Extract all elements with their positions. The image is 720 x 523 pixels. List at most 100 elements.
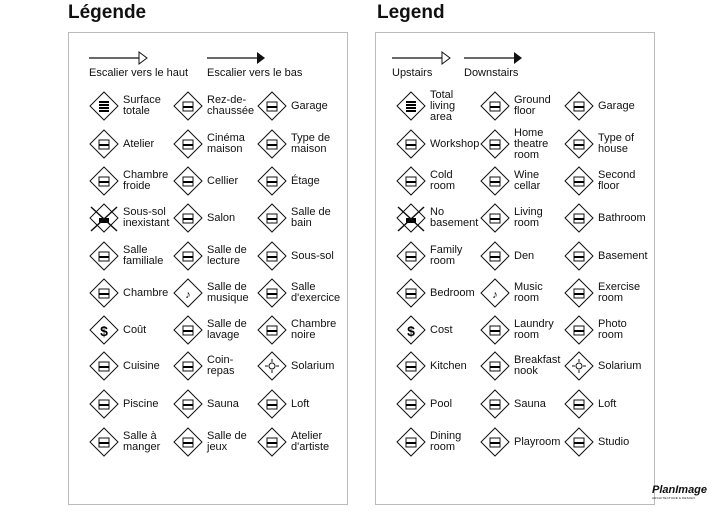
downstairs-label: Escalier vers le bas [207,67,303,79]
legend-item-label: Loft [598,397,617,410]
dollar-icon: $ [89,315,119,345]
legend-item: Second floor [564,164,635,198]
wine-bottle-icon [173,166,203,196]
game-icon [173,427,203,457]
legend-item: Chambre noire [257,313,336,347]
bed-icon [89,278,119,308]
pool-icon [89,389,119,419]
legend-item: Dining room [396,425,461,459]
legend-item-label: Sous-sol inexistant [123,206,170,229]
legend-item-label: Type of house [598,132,635,155]
legend-item-label: Atelier [123,137,155,150]
sauna-person-icon [480,389,510,419]
plant-icon [396,351,426,381]
legend-item-label: Coût [123,323,147,336]
sauna-person-icon [173,389,203,419]
legend-item-label: Atelier d'artiste [291,430,330,453]
downstairs-label: Downstairs [464,67,519,79]
upstairs-arrow-icon [89,51,148,65]
thermometer-icon [396,166,426,196]
legend-item: Chambre froide [89,164,168,198]
legend-item: Kitchen [396,349,467,383]
legend-item: Photo room [564,313,627,347]
legend-item-label: Bathroom [598,211,646,224]
bed-icon [396,278,426,308]
legend-title: Legend [377,2,445,23]
legend-item: No basement [396,201,478,235]
legend-item-label: Rez-de- chaussée [207,94,255,117]
palette-icon [564,427,594,457]
legend-item-label: Exercise room [598,281,641,304]
legend-item: Cellier [173,164,238,198]
svg-text:♪: ♪ [185,289,191,301]
legend-item: Bathroom [564,201,646,235]
legend-item-label: Étage [291,174,320,187]
legend-item-label: Music room [514,281,543,304]
tv-icon [89,241,119,271]
legend-item-label: Garage [598,99,635,112]
second-floor-icon [257,166,287,196]
legend-item: Salle de jeux [173,425,247,459]
laundry-basket-icon [480,315,510,345]
cup-icon [480,351,510,381]
legend-item-label: Bedroom [430,286,475,299]
sink-icon [257,203,287,233]
loft-icon [257,389,287,419]
legend-item: Breakfast nook [480,349,560,383]
legend-item: Atelier d'artiste [257,425,329,459]
legend-item-label: Ground floor [514,94,551,117]
palette-icon [257,427,287,457]
music-note-icon: ♪ [173,278,203,308]
plate-icon [396,427,426,457]
legend-item-label: Studio [598,435,630,448]
legend-item-label: Salle de lecture [207,244,247,267]
legend-item: Loft [257,387,309,421]
ground-floor-icon [480,91,510,121]
legend-item-label: Cinéma maison [207,132,245,155]
legend-item-label: Solarium [291,359,335,372]
legend-item-label: Living room [514,206,543,229]
legend-item: Wine cellar [480,164,540,198]
legend-item: ♪ Salle de musique [173,276,249,310]
plate-icon [89,427,119,457]
checkbox-house-icon [564,129,594,159]
second-floor-icon [564,166,594,196]
legend-item: Sauna [480,387,546,421]
svg-text:$: $ [407,323,415,339]
legend-item: Den [480,239,534,273]
legend-item-label: Salle de jeux [207,430,247,453]
svg-text:♪: ♪ [492,289,498,301]
sofa-icon [173,203,203,233]
legend-item: Family room [396,239,462,273]
legend-item: Salle de lecture [173,239,247,273]
ground-floor-icon [173,91,203,121]
legend-item: Solarium [564,349,641,383]
stacked-floors-icon [89,91,119,121]
legend-item-label: Cold room [430,169,456,192]
garage-icon [257,91,287,121]
legend-item-label: Basement [598,249,648,262]
loft-icon [564,389,594,419]
legend-item-label: Piscine [123,397,159,410]
legend-item-label: Sauna [207,397,239,410]
legend-item: Ground floor [480,89,551,123]
sink-icon [564,203,594,233]
no-basement-icon [396,203,426,233]
legend-item: Cuisine [89,349,160,383]
legend-item: Chambre [89,276,168,310]
dumbbell-icon [564,278,594,308]
upstairs-label: Upstairs [392,67,433,79]
pool-icon [396,389,426,419]
legend-item-label: Salle familiale [123,244,164,267]
downstairs-arrow-icon [464,52,522,64]
legend-item: Salon [173,201,235,235]
legend-item: Cinéma maison [173,127,245,161]
legend-item-label: Sous-sol [291,249,334,262]
legend-item: Playroom [480,425,560,459]
legend-item: Pool [396,387,452,421]
basement-icon [257,241,287,271]
legend-title: Légende [68,2,147,23]
legend-item: Basement [564,239,648,273]
sofa-icon [480,203,510,233]
legend-item: Garage [564,89,635,123]
